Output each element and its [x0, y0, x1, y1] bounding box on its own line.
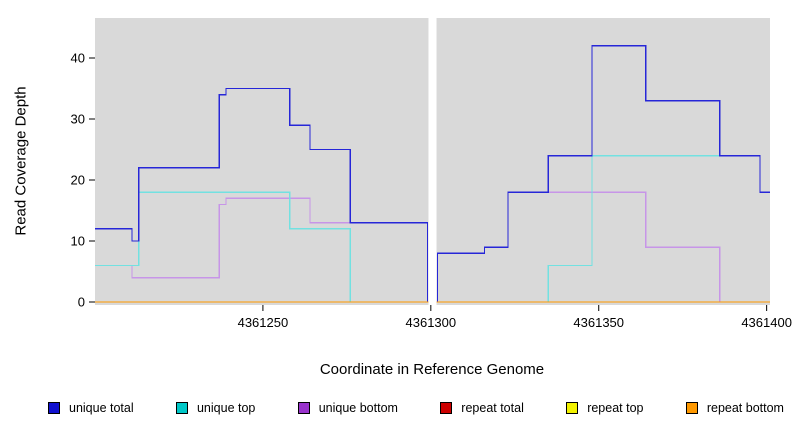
no-data-gap	[428, 18, 437, 305]
y-tick-label: 20	[71, 173, 85, 188]
legend-swatch-repeat-top	[566, 402, 579, 414]
legend-label: repeat top	[587, 401, 644, 415]
legend-item-repeat-bottom: repeat bottom	[685, 401, 784, 415]
y-tick-label: 40	[71, 51, 85, 66]
legend-item-repeat-total: repeat total	[440, 401, 524, 415]
legend-item-unique-bottom: unique bottom	[297, 401, 398, 415]
legend-label: unique top	[196, 401, 256, 415]
legend-item-repeat-top: repeat top	[566, 401, 643, 415]
y-tick-label: 0	[78, 295, 85, 310]
legend-swatch-repeat-bottom	[685, 402, 698, 414]
x-tick-label: 4361250	[238, 315, 289, 330]
legend-label: unique total	[69, 401, 134, 415]
legend: unique total unique top unique bottom repea…	[48, 401, 784, 415]
x-tick-label: 4361400	[741, 315, 792, 330]
legend-swatch-unique-total	[48, 402, 60, 414]
x-tick-label: 4361300	[406, 315, 457, 330]
legend-swatch-unique-bottom	[297, 402, 310, 414]
legend-swatch-repeat-total	[440, 402, 453, 414]
legend-label: unique bottom	[318, 401, 398, 415]
y-axis-title: Read Coverage Depth	[12, 86, 30, 236]
x-tick-label: 4361350	[573, 315, 624, 330]
legend-label: repeat bottom	[706, 401, 784, 415]
y-tick-label: 10	[71, 234, 85, 249]
x-axis-title: Coordinate in Reference Genome	[319, 361, 545, 378]
legend-item-unique-top: unique top	[175, 401, 256, 415]
legend-label: repeat total	[461, 401, 524, 415]
legend-item-unique-total: unique total	[48, 401, 134, 415]
y-tick-label: 30	[71, 112, 85, 127]
legend-swatch-unique-top	[175, 402, 188, 414]
